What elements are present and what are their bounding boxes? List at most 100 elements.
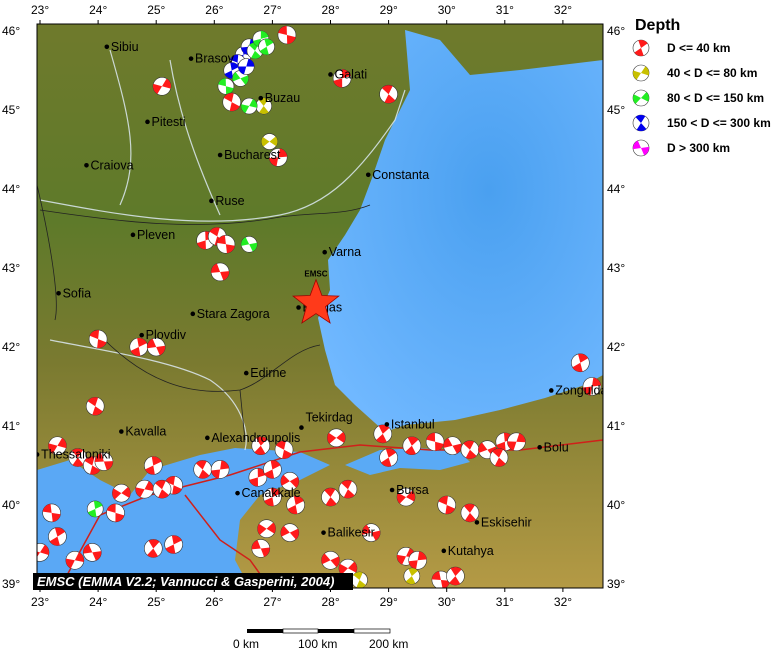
legend-beachball-icon[interactable] [632,89,650,107]
city-dot [537,445,542,450]
focal-mechanism-beachball[interactable] [146,337,166,357]
city-dot [243,370,249,376]
focal-mechanism-beachball[interactable] [338,558,358,578]
focal-mechanism-beachball[interactable] [446,566,465,586]
focal-mechanism-beachball[interactable] [338,479,358,499]
focal-mechanism-beachball[interactable] [571,353,590,373]
city-dot [56,290,61,296]
focal-mechanism-beachball[interactable] [443,436,462,456]
focal-mechanism-beachball[interactable] [255,97,272,115]
focal-mechanism-beachball[interactable] [82,543,102,562]
focal-mechanism-beachball[interactable] [268,148,288,167]
focal-mechanism-beachball[interactable] [88,329,108,349]
focal-mechanism-beachball[interactable] [240,236,258,253]
city-label: Brasov [195,52,235,66]
focal-mechanism-beachball[interactable] [332,69,352,88]
city-marker: Stara Zagora [190,307,270,321]
focal-mechanism-beachball[interactable] [489,448,509,467]
lat-tick-right: 43° [607,261,625,275]
focal-mechanism-beachball[interactable] [143,456,163,475]
focal-mechanism-beachball[interactable] [277,25,297,45]
legend-title: Depth [635,17,680,34]
city-marker: Galati [328,67,367,81]
focal-mechanism-beachball[interactable] [274,440,294,460]
lon-tick-bottom: 27° [263,595,281,609]
city-marker: Buzau [258,91,300,105]
scale-bar: 0 km 100 km 200 km [233,628,408,651]
focal-mechanism-beachball[interactable] [263,487,282,507]
focal-mechanism-beachball[interactable] [106,503,125,523]
focal-mechanism-beachball[interactable] [361,523,381,542]
legend-beachball-icon[interactable] [632,39,650,57]
focal-mechanism-beachball[interactable] [251,436,271,456]
focal-mechanism-beachball[interactable] [408,550,427,570]
focal-mechanism-beachball[interactable] [248,468,268,487]
focal-mechanism-beachball[interactable] [143,539,163,558]
focal-mechanism-beachball[interactable] [286,495,305,515]
focal-mechanism-beachball[interactable] [217,78,235,95]
focal-mechanism-beachball[interactable] [152,77,172,96]
focal-mechanism-beachball[interactable] [251,539,271,558]
map-area: Sibiu Brasov Galati Buzau Pitesti Craiova Buch… [31,24,603,588]
focal-mechanism-beachball[interactable] [507,432,526,452]
legend-beachball-icon[interactable] [632,64,650,82]
focal-mechanism-beachball[interactable] [403,567,421,585]
focal-mechanism-beachball[interactable] [210,460,230,479]
focal-mechanism-beachball[interactable] [437,495,457,515]
focal-mechanism-beachball[interactable] [135,479,154,499]
focal-mechanism-beachball[interactable] [210,262,230,282]
legend-beachball-icon[interactable] [632,139,650,157]
focal-mechanism-beachball[interactable] [85,396,105,416]
focal-mechanism-beachball[interactable] [425,432,445,452]
focal-mechanism-beachball[interactable] [321,487,340,507]
epicenter-star-icon[interactable] [291,278,340,324]
focal-mechanism-beachball[interactable] [48,436,67,456]
focal-mechanism-beachball[interactable] [327,428,346,448]
focal-mechanism-beachball[interactable] [280,471,300,491]
focal-mechanism-beachball[interactable] [237,58,255,75]
focal-mechanism-beachball[interactable] [86,500,104,518]
credit-text: EMSC (EMMA V2.2; Vannucci & Gasperini, 2… [37,574,334,589]
lon-tick-top: 28° [322,3,340,17]
city-marker: Edirne [243,366,286,380]
city-marker: Bucharest [217,148,281,162]
focal-mechanism-beachball[interactable] [164,535,183,554]
focal-mechanism-beachball[interactable] [68,448,88,467]
focal-mechanism-beachball[interactable] [396,487,416,507]
legend: Depth D <= 40 km 40 < D <= 80 km 80 < D <=… [632,17,771,157]
focal-mechanism-beachball[interactable] [94,452,114,471]
city-marker: Tekirdag [299,411,353,430]
focal-mechanism-beachball[interactable] [460,440,480,460]
focal-mechanism-beachball[interactable] [402,436,422,456]
focal-mechanism-beachball[interactable] [582,377,602,396]
legend-item: D <= 40 km [632,39,730,57]
focal-mechanism-beachball[interactable] [112,483,131,503]
focal-mechanism-beachball[interactable] [222,92,242,112]
city-dot [321,530,326,535]
focal-mechanism-beachball[interactable] [263,460,282,479]
epicenter[interactable]: EMSC [291,270,340,324]
focal-mechanism-beachball[interactable] [65,550,85,570]
legend-beachball-icon[interactable] [632,114,650,132]
city-dot [104,44,110,50]
focal-mechanism-beachball[interactable] [379,448,398,467]
focal-mechanism-beachball[interactable] [193,460,212,479]
focal-mechanism-beachball[interactable] [257,519,276,539]
focal-mechanism-beachball[interactable] [258,38,275,56]
city-marker: Pleven [130,228,175,242]
focal-mechanism-beachball[interactable] [42,503,61,523]
focal-mechanism-beachball[interactable] [280,523,300,542]
focal-mechanism-beachball[interactable] [379,84,398,104]
city-dot [548,388,554,393]
focal-mechanism-beachball[interactable] [261,133,278,150]
lat-tick-right: 45° [607,103,625,117]
focal-mechanism-beachball[interactable] [240,97,258,115]
focal-mechanism-beachball[interactable] [373,424,393,444]
focal-mechanism-beachball[interactable] [31,543,50,562]
focal-mechanism-beachball[interactable] [152,479,172,499]
focal-mechanism-beachball[interactable] [48,527,67,546]
focal-mechanism-beachball[interactable] [216,235,236,254]
focal-mechanism-beachball[interactable] [321,550,340,570]
focal-mechanism-beachball[interactable] [351,571,368,588]
focal-mechanism-beachball[interactable] [460,503,480,523]
